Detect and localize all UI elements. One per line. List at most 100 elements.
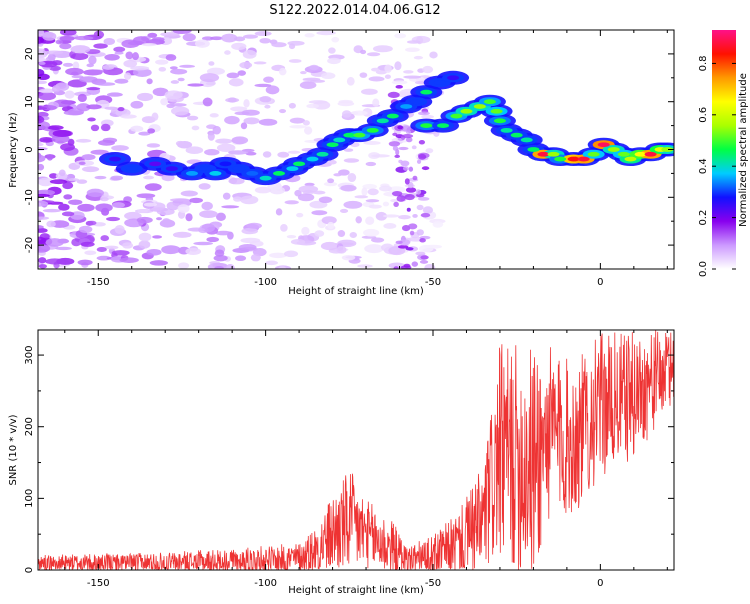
heatmap-noise-blob [137,208,149,213]
heatmap-noise-blob [208,61,215,66]
heatmap-noise-blob [243,34,259,39]
heatmap-noise-blob [88,55,97,65]
heatmap-noise-blob [304,126,313,135]
heatmap-ridge-peak [125,166,138,172]
heatmap-ridge-peak [547,151,560,157]
heatmap-noise-blob [405,137,413,143]
heatmap-noise-blob [177,77,185,82]
heatmap-noise-blob [201,223,216,233]
heatmap-noise-blob [361,187,368,196]
heatmap-noise-blob [38,91,56,101]
x-tick-label: -100 [254,578,277,589]
heatmap-noise-blob [222,192,231,200]
heatmap-noise-blob [180,190,198,197]
heatmap-noise-blob [401,133,414,139]
heatmap-noise-blob [390,199,399,203]
y-tick-label: 10 [24,95,35,108]
heatmap-noise-blob [38,73,50,81]
heatmap-noise-blob [81,154,96,161]
heatmap-noise-blob [262,151,272,158]
heatmap-ridge-peak [286,166,299,172]
heatmap-noise-blob [44,50,64,55]
heatmap-noise-blob [383,223,397,229]
heatmap-noise-blob [367,188,379,196]
heatmap-noise-blob [160,98,169,106]
heatmap-noise-blob [328,47,336,54]
heatmap-ridge-peak [376,118,389,124]
heatmap-noise-blob [312,190,326,195]
heatmap-ridge-peak [577,156,590,162]
snr-series-line [38,330,674,570]
heatmap-noise-blob [368,76,385,82]
figure-title: S122.2022.014.04.06.G12 [269,3,440,18]
heatmap-noise-blob [215,138,233,144]
heatmap-noise-blob [417,196,430,201]
heatmap-noise-blob [371,67,380,72]
heatmap-noise-blob [170,106,190,116]
heatmap-noise-blob [243,99,250,108]
x-tick-label: 0 [597,277,603,288]
heatmap-ridge-peak [437,123,450,128]
heatmap-ridge-peak [567,156,580,162]
heatmap-noise-blob [67,178,80,182]
heatmap-noise-blob [366,52,381,57]
heatmap-noise-blob [113,46,126,53]
heatmap-noise-blob [63,194,73,200]
heatmap-noise-blob [80,241,95,247]
heatmap-noise-blob [46,154,54,161]
heatmap-noise-blob [50,220,70,228]
heatmap-noise-blob [395,85,403,89]
heatmap-noise-blob [288,102,296,109]
y-tick-label: 20 [24,48,35,61]
heatmap-noise-blob [413,55,424,60]
heatmap-noise-blob [297,193,315,202]
heatmap-noise-blob [152,87,169,97]
heatmap-noise-blob [212,125,221,135]
heatmap-noise-blob [400,265,412,269]
heatmap-ridge-peak [108,156,121,162]
heatmap-noise-blob [246,222,262,229]
heatmap-noise-blob [46,220,56,228]
heatmap-noise-blob [65,67,84,76]
heatmap-noise-blob [400,160,410,167]
heatmap-noise-blob [393,266,399,269]
heatmap-noise-blob [404,178,410,185]
heatmap-noise-blob [343,200,363,209]
heatmap-ridge-peak [644,151,657,157]
heatmap-noise-blob [70,45,91,54]
heatmap-ridge-peak [661,147,674,152]
heatmap-noise-blob [263,76,274,83]
heatmap-noise-blob [93,30,105,39]
heatmap-noise-blob [146,248,162,256]
heatmap-noise-blob [185,213,193,222]
heatmap-noise-blob [405,47,420,52]
heatmap-ridge-peak [293,161,306,167]
heatmap-noise-blob [278,67,287,76]
heatmap-noise-blob [182,33,196,42]
heatmap-ridge-peak [149,161,162,167]
heatmap-noise-blob [365,199,380,203]
heatmap-ridge-peak [420,123,433,128]
heatmap-noise-blob [296,212,304,218]
heatmap-noise-blob [143,202,158,207]
heatmap-noise-blob [175,140,185,146]
heatmap-noise-blob [343,148,354,152]
heatmap-noise-blob [239,195,259,205]
heatmap-noise-blob [372,98,380,107]
heatmap-noise-blob [58,203,70,211]
heatmap-noise-blob [331,36,340,43]
heatmap-noise-blob [333,173,342,177]
heatmap-noise-blob [357,264,373,268]
heatmap-noise-blob [390,247,398,254]
colorbar-tick-label: 0.2 [698,210,709,226]
heatmap-marks [38,30,674,269]
heatmap-noise-blob [224,115,240,125]
heatmap-noise-blob [51,60,63,66]
heatmap-noise-blob [311,210,328,216]
heatmap-noise-blob [302,120,310,126]
y-tick-label: 200 [24,417,35,436]
heatmap-noise-blob [95,203,113,213]
heatmap-noise-blob [394,61,402,71]
heatmap-noise-blob [362,183,377,190]
heatmap-noise-blob [289,117,306,124]
